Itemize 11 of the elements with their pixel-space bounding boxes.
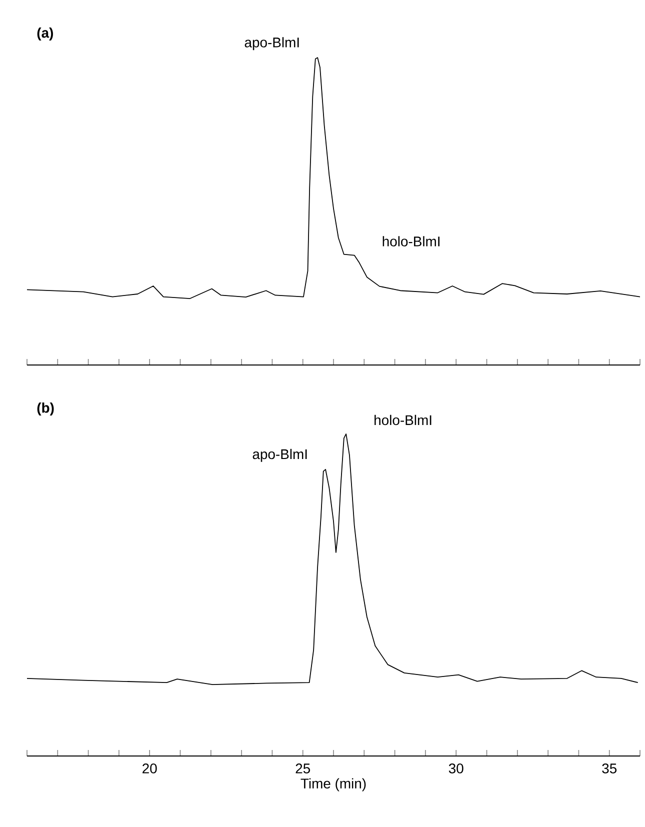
x-tick-label: 30 bbox=[448, 764, 464, 774]
x-axis-title: Time (min) bbox=[300, 778, 366, 792]
chart-title: (b) bbox=[37, 402, 54, 416]
annotation: apo-BlmI bbox=[252, 448, 307, 462]
chart-title: (a) bbox=[37, 28, 53, 41]
x-tick-label: 20 bbox=[142, 764, 157, 774]
annotation: holo-BlmI bbox=[382, 236, 440, 246]
x-tick-label: 25 bbox=[296, 764, 310, 774]
annotation: holo-BlmI bbox=[374, 414, 432, 426]
annotation: apo-BlmI bbox=[244, 37, 299, 50]
x-tick-label: 35 bbox=[602, 764, 617, 774]
